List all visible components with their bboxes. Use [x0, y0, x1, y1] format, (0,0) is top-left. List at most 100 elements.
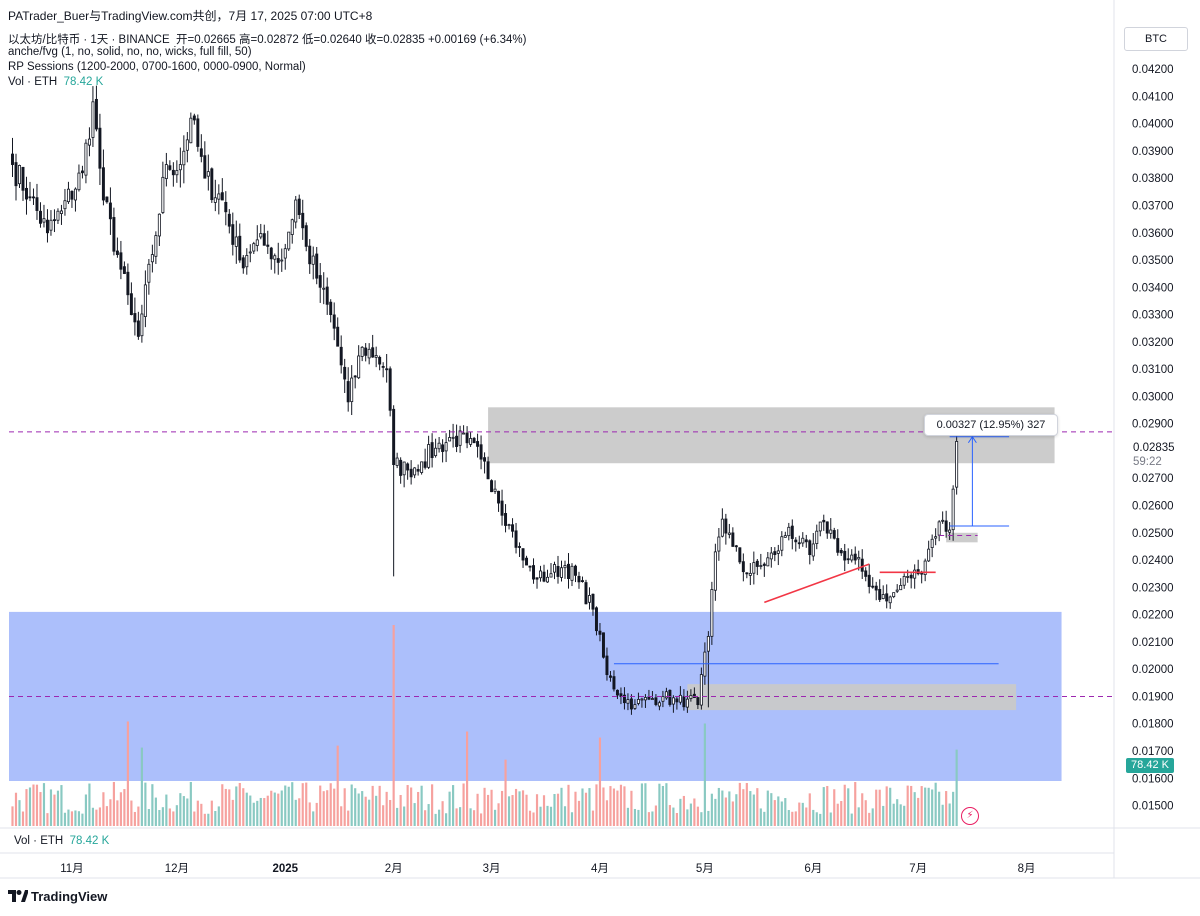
- candle-body: [143, 284, 147, 317]
- volume-bar: [539, 806, 542, 826]
- volume-bar: [819, 813, 822, 826]
- volume-legend[interactable]: Vol · ETH 78.42 K: [8, 76, 103, 88]
- candle-body: [647, 696, 651, 700]
- candle-body: [52, 219, 56, 222]
- candle-body: [913, 569, 917, 579]
- candle-body: [385, 368, 389, 371]
- volume-bar: [924, 787, 927, 826]
- price-tick-label: 0.03100: [1132, 364, 1174, 376]
- volume-bar: [231, 799, 234, 826]
- volume-bar: [179, 793, 182, 826]
- symbol-ohlc-legend: 以太坊/比特币 · 1天 · BINANCE 开=0.02665 高=0.028…: [8, 31, 526, 47]
- brand-logo[interactable]: TradingView: [8, 889, 107, 904]
- volume-bar: [861, 793, 864, 826]
- volume-bar: [507, 796, 511, 826]
- candle-body: [287, 231, 291, 250]
- volume-bar: [119, 792, 122, 826]
- volume-bar: [560, 787, 563, 826]
- candle-body: [643, 697, 647, 701]
- candle-body: [329, 301, 333, 316]
- candle-body: [486, 461, 490, 480]
- volume-bar: [931, 789, 934, 826]
- measure-tool-label[interactable]: 0.00327 (12.95%) 327: [924, 414, 1058, 436]
- volume-bar: [728, 791, 731, 826]
- volume-bar: [39, 792, 42, 826]
- candle-body: [619, 693, 623, 697]
- candle-body: [808, 540, 812, 556]
- volume-bar: [11, 806, 14, 826]
- volume-bar: [291, 782, 294, 826]
- candle-body: [469, 438, 473, 445]
- candle-body: [150, 254, 154, 263]
- last-price-label: 0.02835 59:22: [1123, 441, 1193, 471]
- candle-body: [497, 490, 501, 504]
- volume-bar: [826, 785, 829, 826]
- lightning-icon[interactable]: ⚡: [961, 807, 979, 825]
- volume-bar: [605, 800, 609, 826]
- volume-bar: [581, 788, 584, 826]
- volume-bar: [189, 781, 192, 826]
- price-tick-label: 0.02400: [1132, 555, 1174, 567]
- candle-body: [283, 248, 287, 259]
- candle-body: [591, 593, 595, 610]
- candle-body: [511, 524, 515, 532]
- volume-bar: [525, 794, 528, 826]
- volume-bar: [207, 813, 210, 826]
- time-tick-label: 4月: [591, 863, 609, 875]
- volume-bar: [927, 787, 930, 826]
- volume-bar: [98, 807, 102, 826]
- volume-bar: [840, 801, 843, 826]
- volume-bar: [140, 747, 143, 826]
- time-tick-label: 5月: [696, 863, 714, 875]
- candle-body: [105, 196, 109, 203]
- volume-bar: [462, 783, 465, 826]
- volume-bar: [417, 791, 420, 826]
- volume-bar: [77, 811, 81, 826]
- price-tick-label: 0.04100: [1132, 91, 1174, 103]
- volume-bar: [46, 813, 49, 826]
- volume-bar: [500, 790, 504, 826]
- currency-button[interactable]: BTC: [1124, 27, 1188, 51]
- volume-bar: [518, 791, 521, 826]
- candle-body: [717, 536, 721, 552]
- candle-body: [73, 188, 77, 201]
- candle-body: [192, 115, 196, 121]
- volume-bar: [570, 812, 574, 826]
- candle-body: [664, 691, 668, 699]
- volume-bar: [854, 781, 857, 826]
- volume-bar: [350, 784, 353, 826]
- volume-pane-legend[interactable]: Vol · ETH 78.42 K: [14, 835, 109, 847]
- volume-bar: [479, 813, 483, 826]
- candle-body: [601, 632, 605, 658]
- candle-body: [846, 558, 850, 561]
- volume-bar: [738, 782, 741, 826]
- volume-bar: [455, 808, 458, 826]
- candle-body: [430, 442, 434, 459]
- candle-body: [238, 235, 242, 261]
- candle-body: [762, 563, 766, 566]
- volume-bar: [542, 795, 546, 826]
- volume-bar: [770, 793, 773, 826]
- candle-body: [657, 702, 661, 707]
- volume-bar: [102, 792, 105, 826]
- volume-bar: [298, 798, 301, 826]
- volume-bar: [109, 799, 112, 826]
- volume-bar: [224, 788, 227, 826]
- candle-body: [59, 210, 63, 214]
- volume-bar: [574, 791, 577, 826]
- candle-body: [504, 513, 508, 526]
- time-tick-label: 3月: [483, 863, 501, 875]
- volume-bar: [514, 788, 518, 826]
- candle-body: [367, 348, 371, 359]
- volume-bar: [899, 804, 902, 826]
- indicator-fvg-legend[interactable]: anche/fvg (1, no, solid, no, no, wicks, …: [8, 46, 252, 58]
- indicator-sessions-legend[interactable]: RP Sessions (1200-2000, 0700-1600, 0000-…: [8, 61, 306, 73]
- measure-arrow-icon: [967, 435, 977, 444]
- volume-bar: [696, 806, 699, 826]
- volume-bar: [511, 795, 514, 826]
- volume-bar: [193, 811, 196, 826]
- volume-bar: [259, 797, 262, 826]
- symbol-title[interactable]: 以太坊/比特币 · 1天 · BINANCE: [8, 34, 170, 46]
